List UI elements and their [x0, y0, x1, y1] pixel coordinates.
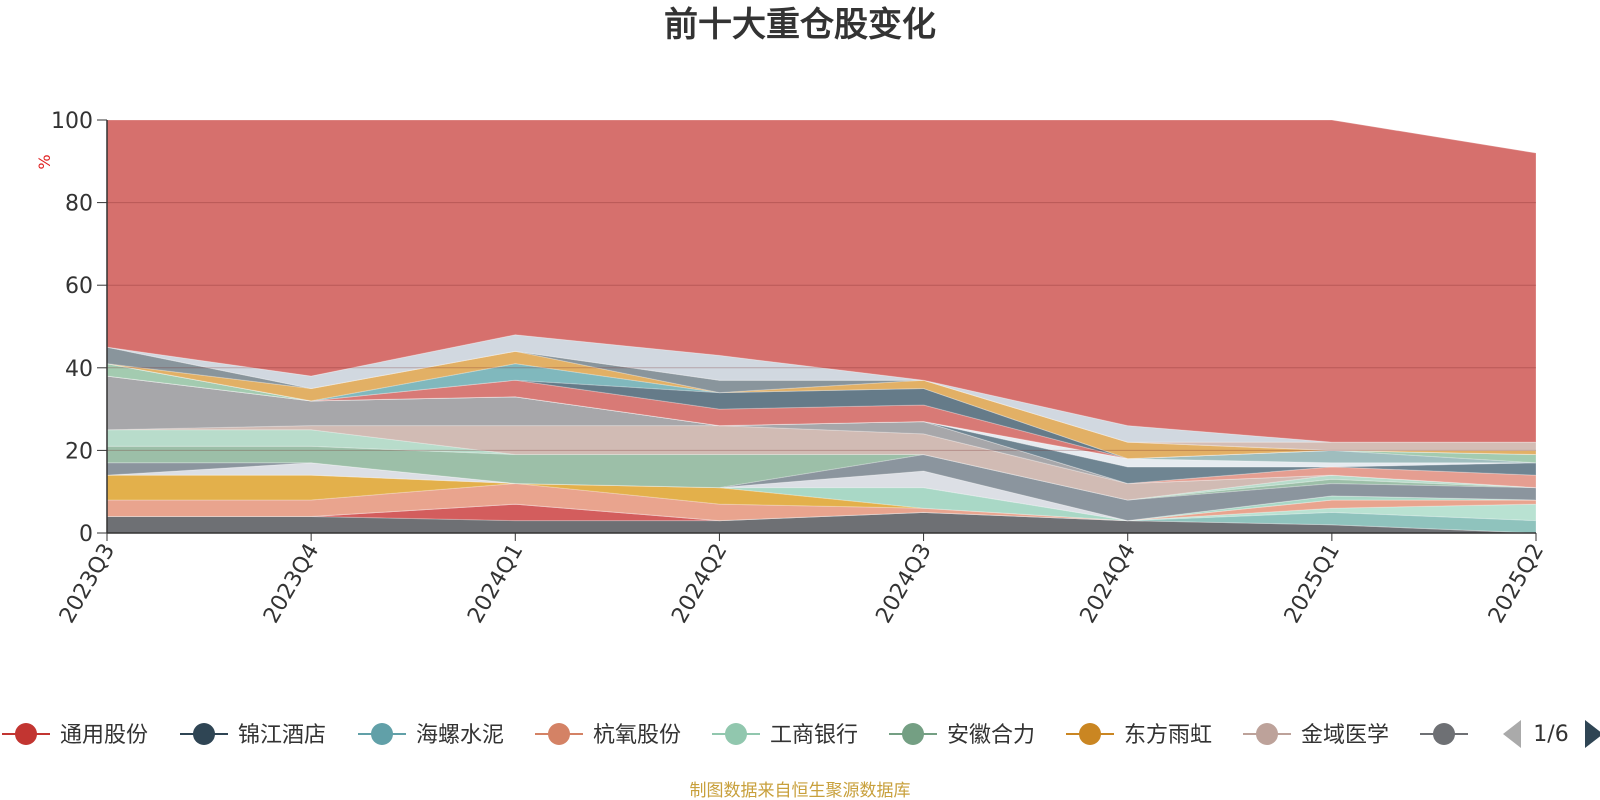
x-tick-label: 2025Q1 [1280, 540, 1345, 628]
legend: 通用股份 锦江酒店 海螺水泥 杭氧股份 工商银行 安徽合力 东方雨虹 金域医学 [2, 723, 1468, 748]
legend-item[interactable]: 金域医学 [1243, 723, 1389, 748]
legend-marker-icon [1256, 723, 1278, 745]
data-source-note: 制图数据来自恒生聚源数据库 [690, 781, 911, 800]
y-tick-label: 0 [79, 522, 93, 547]
legend-item[interactable]: 杭氧股份 [535, 723, 681, 748]
legend-item[interactable]: 通用股份 [2, 723, 148, 748]
legend-marker-icon [1079, 723, 1101, 745]
x-tick-label: 2025Q2 [1484, 540, 1549, 628]
x-tick-label: 2023Q4 [259, 540, 324, 628]
area-series-26 [106, 119, 1537, 443]
x-tick-label: 2023Q3 [55, 540, 120, 628]
legend-marker-icon [1433, 723, 1455, 745]
legend-prev-icon[interactable] [1503, 720, 1521, 748]
legend-item[interactable]: 工商银行 [712, 723, 858, 748]
legend-label: 工商银行 [770, 723, 858, 748]
legend-marker-icon [371, 723, 393, 745]
legend-label: 通用股份 [60, 723, 148, 748]
grid-lines [107, 202, 1536, 451]
x-tick-label: 2024Q3 [871, 540, 936, 628]
y-tick-label: 80 [65, 192, 93, 217]
legend-page-indicator: 1/6 [1533, 722, 1568, 747]
y-tick-label: 40 [65, 357, 93, 382]
area-layers [106, 119, 1537, 534]
x-tick-label: 2024Q1 [463, 540, 528, 628]
y-tick-label: 100 [51, 109, 93, 134]
y-tick-label: 60 [65, 274, 93, 299]
chart-title: 前十大重仓股变化 [664, 5, 936, 45]
legend-item[interactable]: 锦江酒店 [180, 723, 326, 748]
legend-marker-icon [15, 723, 37, 745]
legend-pager: 1/6 [1503, 720, 1600, 748]
legend-label: 杭氧股份 [593, 723, 681, 748]
x-tick-label: 2024Q2 [667, 540, 732, 628]
legend-marker-icon [193, 723, 215, 745]
legend-item[interactable] [1420, 723, 1468, 745]
legend-next-icon[interactable] [1585, 720, 1600, 748]
legend-marker-icon [548, 723, 570, 745]
y-tick-label: 20 [65, 439, 93, 464]
legend-item[interactable]: 安徽合力 [889, 723, 1035, 748]
legend-label: 海螺水泥 [416, 723, 504, 748]
legend-marker-icon [725, 723, 747, 745]
y-axis-unit: % [35, 154, 54, 169]
legend-label: 金域医学 [1301, 723, 1389, 748]
legend-item[interactable]: 海螺水泥 [358, 723, 504, 748]
legend-label: 安徽合力 [947, 723, 1035, 748]
legend-marker-icon [902, 723, 924, 745]
legend-label: 锦江酒店 [238, 723, 326, 748]
x-tick-label: 2024Q4 [1076, 540, 1141, 628]
legend-label: 东方雨虹 [1124, 723, 1212, 748]
legend-item[interactable]: 东方雨虹 [1066, 723, 1212, 748]
